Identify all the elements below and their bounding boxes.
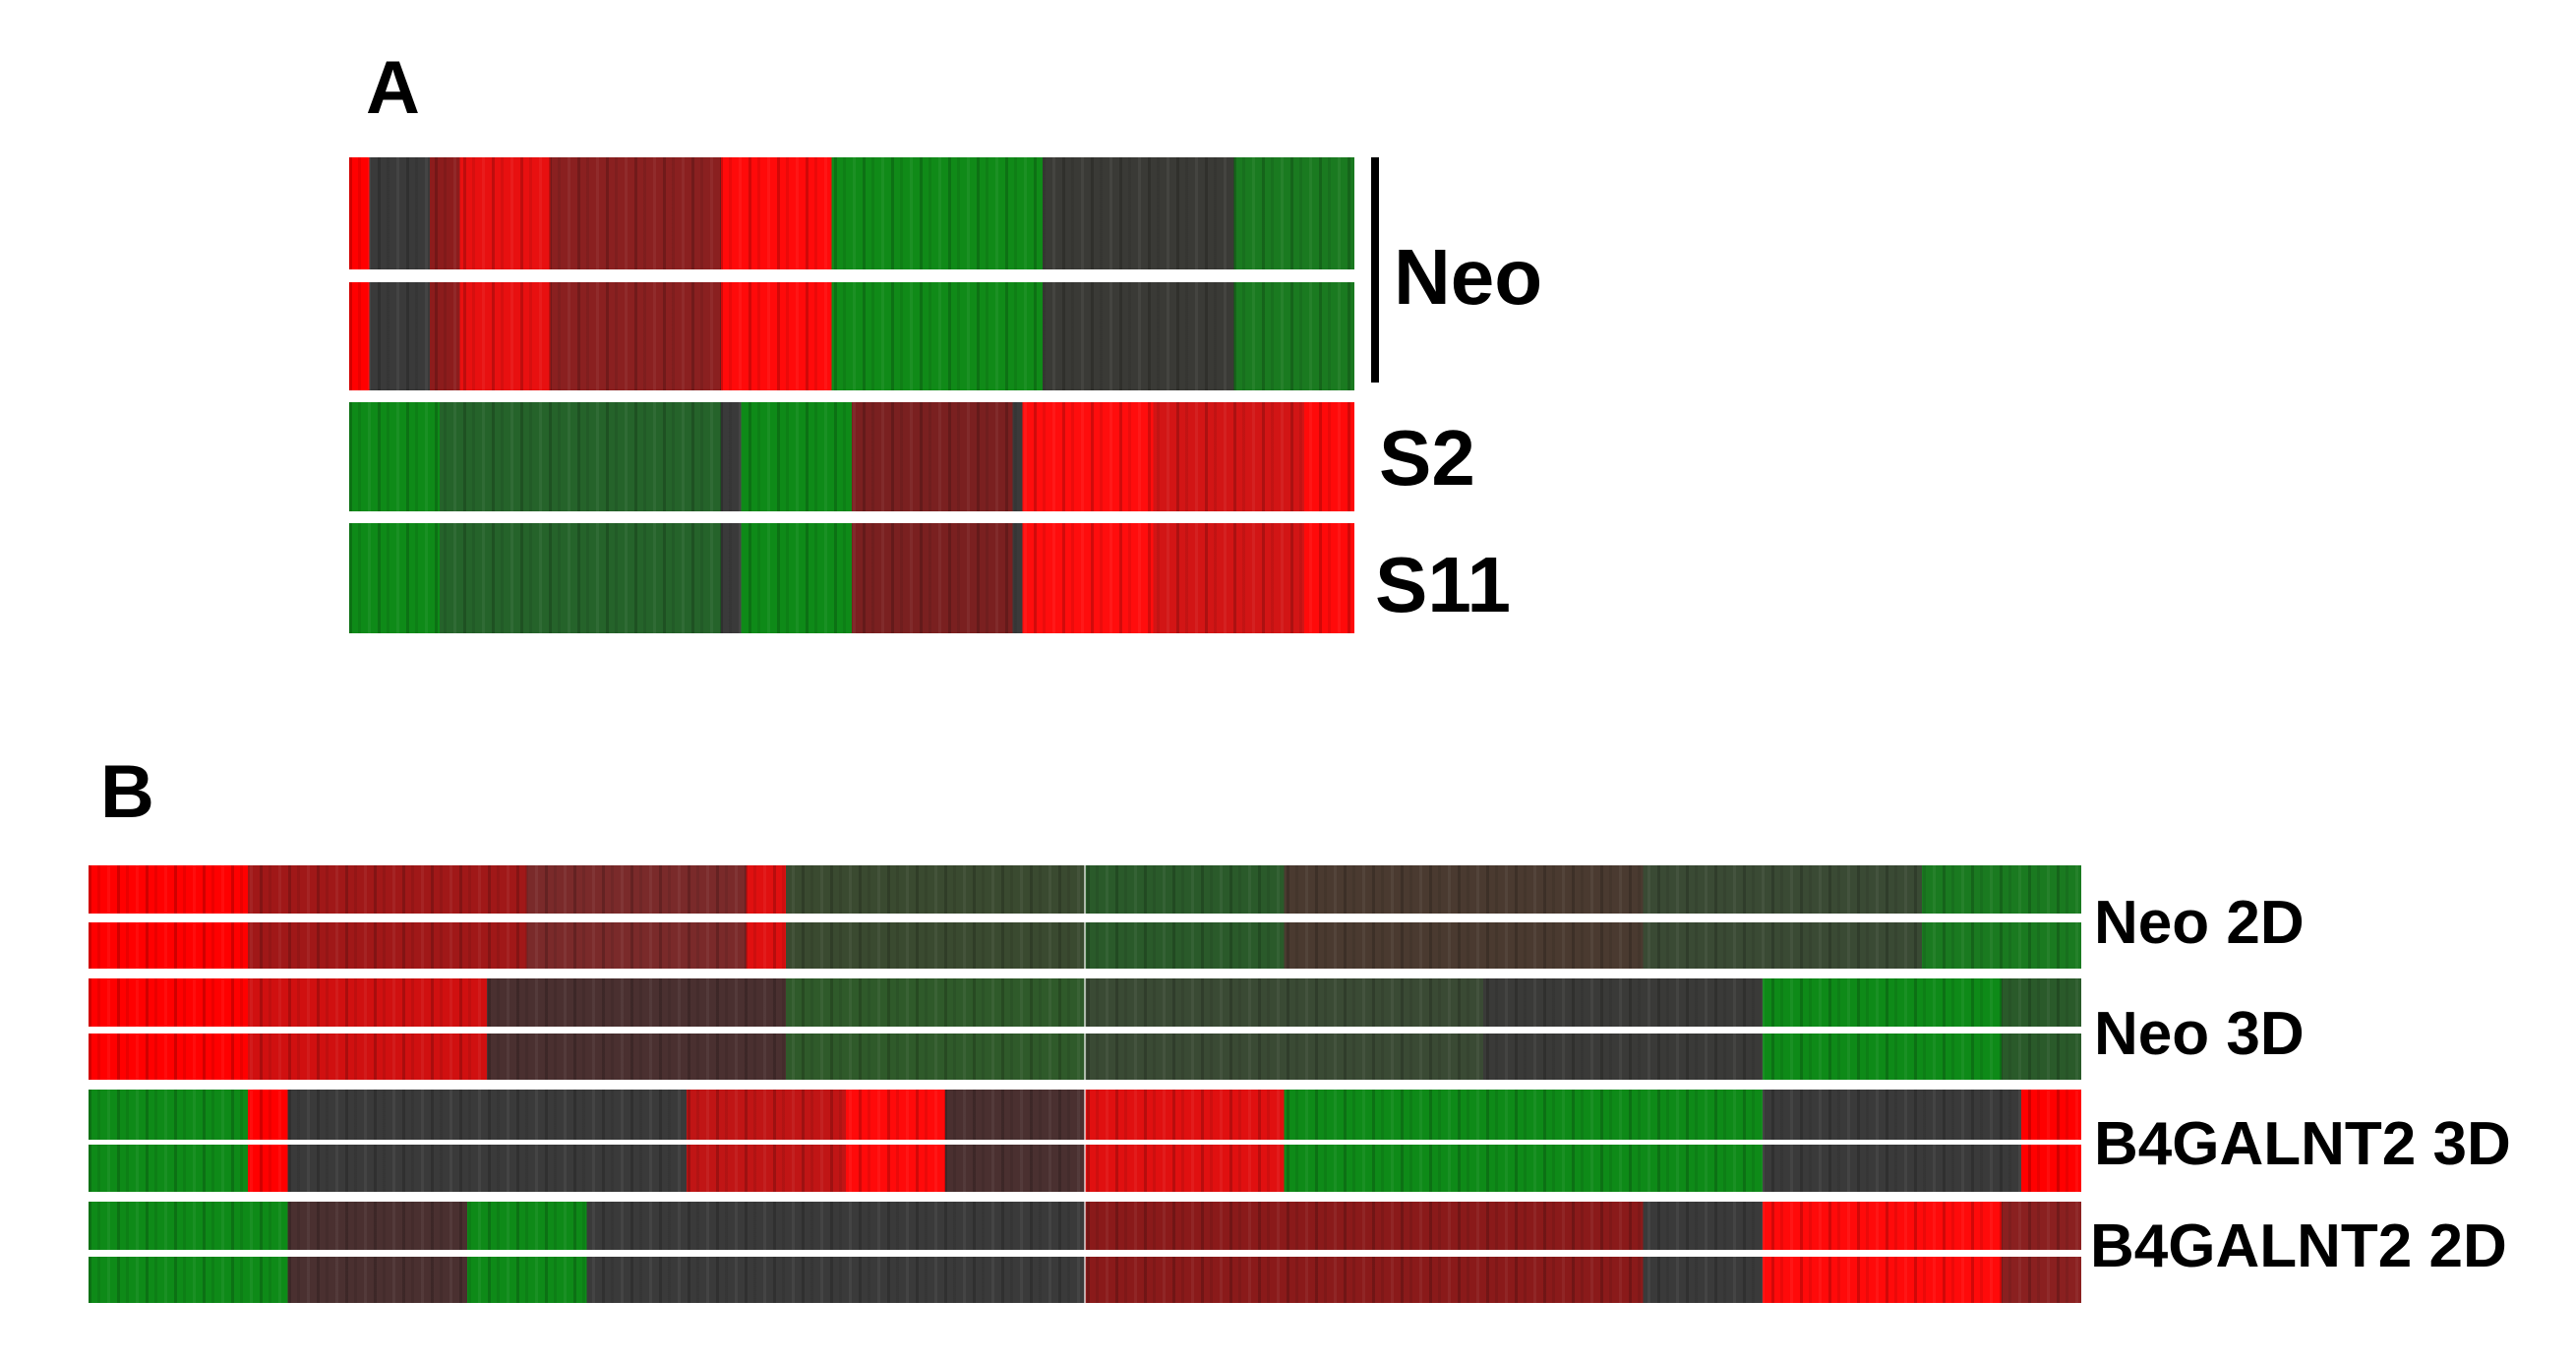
heatmap-row <box>349 157 1354 269</box>
group-bracket <box>1371 157 1379 383</box>
group-label: B4GALNT2 3D <box>2094 1110 2511 1178</box>
group-label: Neo 2D <box>2094 889 2305 957</box>
group-label: Neo 3D <box>2094 1000 2305 1068</box>
heatmap-row <box>349 282 1354 390</box>
heatmap-row <box>349 523 1354 633</box>
group-label: Neo <box>1394 233 1543 321</box>
group-label: S2 <box>1379 414 1475 502</box>
heatmap-row <box>349 402 1354 511</box>
panel-label: B <box>100 750 154 834</box>
seam <box>1084 865 1086 1303</box>
group-label: S11 <box>1375 541 1511 628</box>
panel-label: A <box>366 46 420 130</box>
group-label: B4GALNT2 2D <box>2090 1212 2507 1280</box>
